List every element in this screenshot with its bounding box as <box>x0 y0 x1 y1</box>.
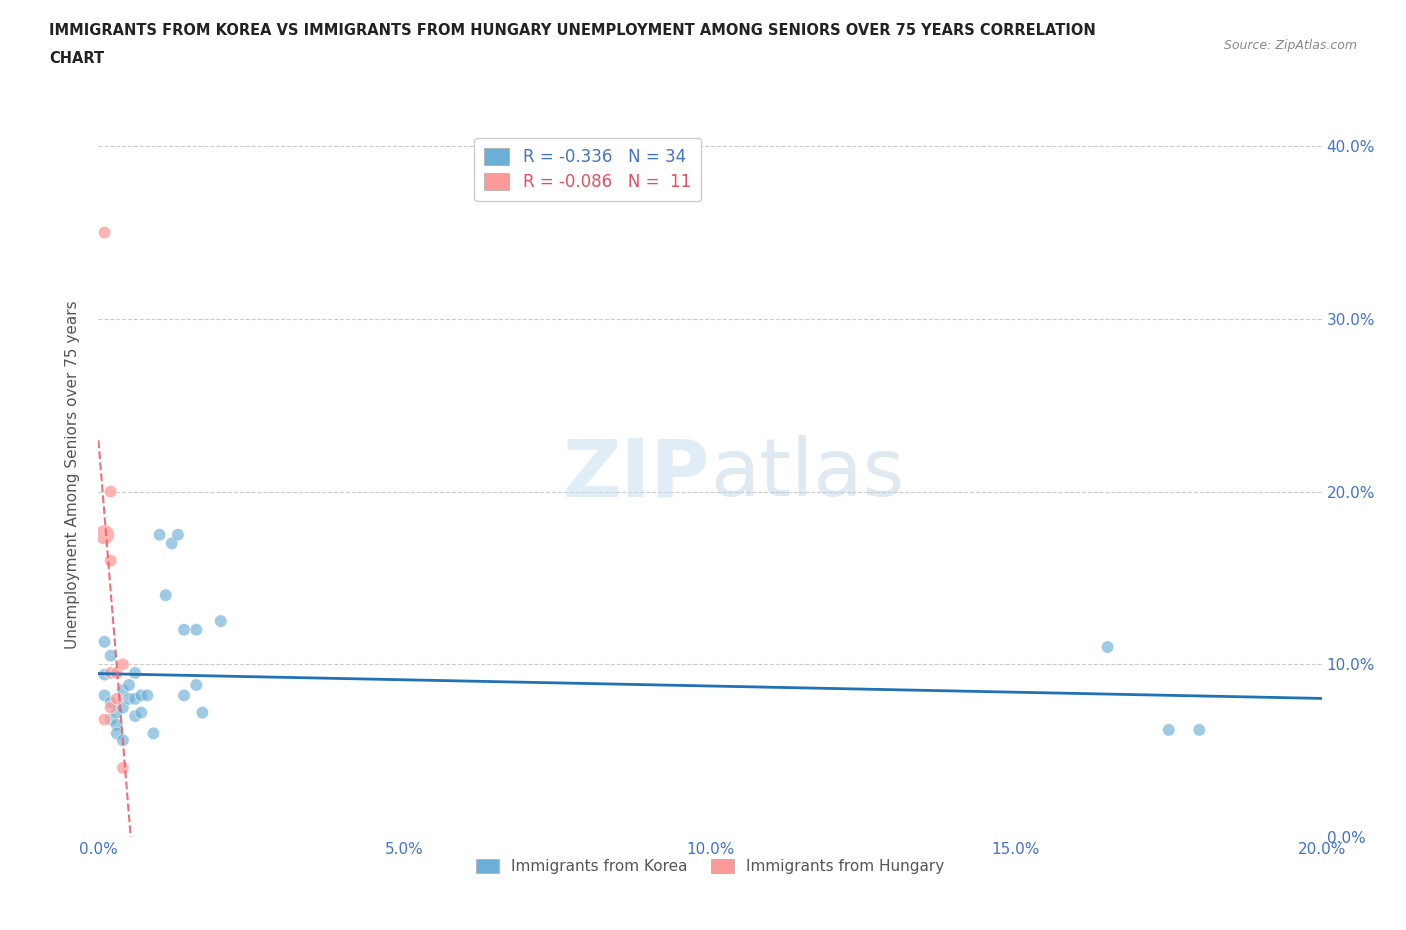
Point <box>124 709 146 724</box>
Point <box>129 705 152 720</box>
Point <box>111 761 134 776</box>
Point <box>111 700 134 715</box>
Text: IMMIGRANTS FROM KOREA VS IMMIGRANTS FROM HUNGARY UNEMPLOYMENT AMONG SENIORS OVER: IMMIGRANTS FROM KOREA VS IMMIGRANTS FROM… <box>49 23 1095 38</box>
Text: atlas: atlas <box>710 435 904 513</box>
Legend: Immigrants from Korea, Immigrants from Hungary: Immigrants from Korea, Immigrants from H… <box>470 853 950 880</box>
Point <box>93 634 115 649</box>
Point <box>111 683 134 698</box>
Point <box>105 705 128 720</box>
Point <box>100 485 122 499</box>
Point <box>105 691 128 706</box>
Point <box>191 705 214 720</box>
Text: CHART: CHART <box>49 51 104 66</box>
Point <box>173 688 195 703</box>
Point <box>93 712 115 727</box>
Point <box>100 648 122 663</box>
Point <box>93 667 115 682</box>
Point <box>93 688 115 703</box>
Point <box>186 678 208 693</box>
Point <box>155 588 177 603</box>
Text: ZIP: ZIP <box>562 435 710 513</box>
Point <box>124 691 146 706</box>
Point <box>173 622 195 637</box>
Point <box>100 700 122 715</box>
Point <box>100 695 122 710</box>
Point <box>186 622 208 637</box>
Point <box>100 666 122 681</box>
Point <box>105 726 128 741</box>
Point <box>160 536 183 551</box>
Point <box>129 688 152 703</box>
Point <box>111 657 134 671</box>
Text: Source: ZipAtlas.com: Source: ZipAtlas.com <box>1223 39 1357 52</box>
Point <box>118 691 141 706</box>
Point <box>209 614 232 629</box>
Point <box>100 712 122 727</box>
Point <box>124 666 146 681</box>
Point <box>93 225 115 240</box>
Point <box>149 527 172 542</box>
Point <box>100 553 122 568</box>
Point <box>105 717 128 732</box>
Point <box>105 666 128 681</box>
Y-axis label: Unemployment Among Seniors over 75 years: Unemployment Among Seniors over 75 years <box>65 300 80 648</box>
Point <box>1097 640 1119 655</box>
Point <box>1157 723 1180 737</box>
Point <box>111 733 134 748</box>
Point <box>167 527 190 542</box>
Point <box>136 688 159 703</box>
Point <box>142 726 165 741</box>
Point <box>118 678 141 693</box>
Point <box>93 527 115 542</box>
Point <box>1188 723 1211 737</box>
